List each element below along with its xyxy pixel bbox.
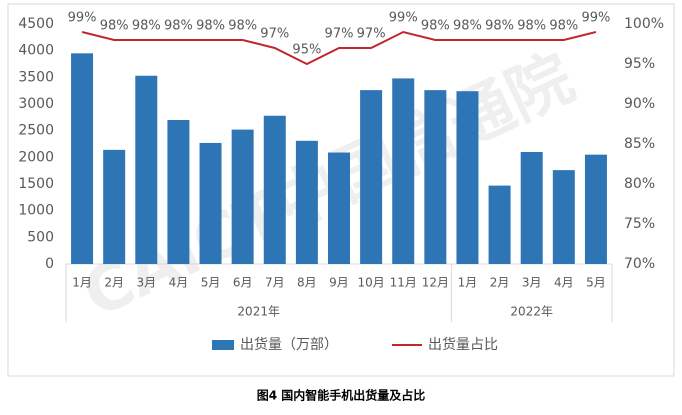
- x-tick-label: 5月: [586, 276, 606, 290]
- bar: [295, 140, 318, 264]
- x-tick-label: 4月: [554, 276, 574, 290]
- y2-tick-label: 70%: [624, 256, 655, 272]
- y-tick-label: 1500: [18, 176, 54, 192]
- y2-tick-label: 85%: [624, 136, 655, 152]
- bar: [199, 142, 222, 264]
- chart-frame: [7, 3, 675, 377]
- y-tick-label: 4500: [18, 16, 54, 32]
- x-tick-label: 2月: [104, 276, 124, 290]
- data-label: 98%: [421, 19, 450, 34]
- bar: [135, 75, 158, 264]
- x-tick-label: 4月: [169, 276, 189, 290]
- data-label: 99%: [389, 11, 418, 26]
- x-tick-label: 7月: [265, 276, 285, 290]
- y-tick-label: 2000: [18, 149, 54, 165]
- bar: [360, 90, 383, 264]
- legend-label: 出货量占比: [428, 336, 498, 353]
- x-tick-label: 11月: [390, 276, 417, 290]
- data-label: 98%: [517, 19, 546, 34]
- bar: [328, 152, 350, 264]
- data-label: 97%: [260, 27, 289, 42]
- y2-tick-label: 95%: [624, 56, 655, 72]
- data-label: 97%: [325, 27, 354, 42]
- x-tick-label: 10月: [357, 276, 384, 290]
- data-label: 98%: [132, 19, 161, 34]
- y-tick-label: 0: [45, 256, 54, 272]
- bar: [71, 53, 94, 265]
- legend-swatch: [212, 340, 234, 350]
- x-tick-label: 8月: [297, 276, 317, 290]
- data-label: 99%: [68, 11, 97, 26]
- data-label: 98%: [100, 19, 129, 34]
- bar: [263, 115, 286, 264]
- y-tick-label: 2500: [18, 123, 54, 139]
- x-tick-label: 2月: [490, 276, 510, 290]
- y2-tick-label: 80%: [624, 176, 655, 192]
- bar: [584, 154, 607, 264]
- data-label: 99%: [581, 11, 610, 26]
- bar: [456, 91, 479, 264]
- x-tick-label: 12月: [422, 276, 449, 290]
- y-tick-label: 3000: [18, 96, 54, 112]
- y2-tick-label: 100%: [624, 16, 664, 32]
- y-tick-label: 500: [27, 229, 54, 245]
- data-label: 98%: [549, 19, 578, 34]
- data-label: 98%: [485, 19, 514, 34]
- legend-label: 出货量（万部）: [240, 336, 338, 353]
- bar: [552, 170, 575, 264]
- data-label: 98%: [228, 19, 257, 34]
- x-tick-label: 3月: [136, 276, 156, 290]
- x-tick-label: 9月: [329, 276, 349, 290]
- line: [81, 30, 597, 66]
- bar: [424, 90, 447, 264]
- bar: [103, 149, 126, 264]
- bar: [167, 120, 190, 264]
- x-tick-label: 6月: [233, 276, 253, 290]
- bar: [488, 185, 511, 264]
- y-tick-label: 1000: [18, 203, 54, 219]
- y2-tick-label: 90%: [624, 96, 655, 112]
- x-tick-label: 3月: [522, 276, 542, 290]
- y-tick-label: 3500: [18, 69, 54, 85]
- data-label: 97%: [357, 27, 386, 42]
- bar: [231, 129, 254, 264]
- x-tick-label: 1月: [72, 276, 92, 290]
- data-label: 98%: [164, 19, 193, 34]
- y2-tick-label: 75%: [624, 216, 655, 232]
- x-group-label: 2022年: [510, 305, 553, 319]
- data-label: 98%: [196, 19, 225, 34]
- x-tick-label: 1月: [458, 276, 478, 290]
- data-label: 98%: [453, 19, 482, 34]
- x-tick-label: 5月: [201, 276, 221, 290]
- bar: [520, 152, 543, 264]
- x-group-label: 2021年: [237, 305, 280, 319]
- caption: 图4 国内智能手机出货量及占比: [257, 388, 426, 403]
- y-tick-label: 4000: [18, 43, 54, 59]
- bar: [392, 78, 415, 265]
- data-label: 95%: [292, 43, 321, 58]
